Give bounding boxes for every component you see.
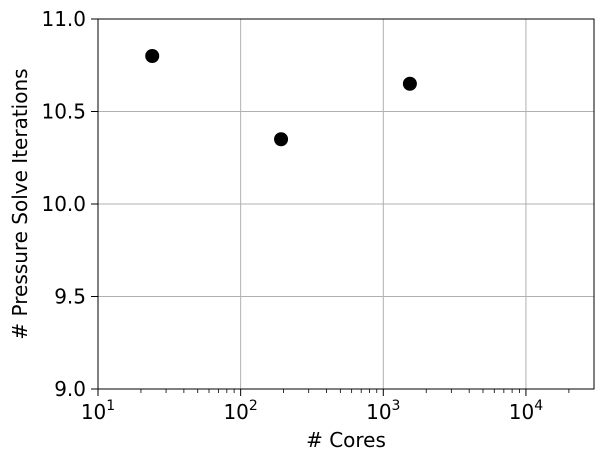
y-tick-label: 11.0 (41, 7, 86, 31)
y-tick-label: 10.5 (41, 100, 86, 124)
axis-ticks (91, 18, 570, 396)
y-tick-label: 10.0 (41, 192, 86, 216)
x-tick-label: 104 (509, 398, 543, 424)
x-tick-labels: 101 102 103 104 (81, 398, 543, 424)
data-point (145, 49, 160, 63)
y-tick-labels: 9.0 9.5 10.0 10.5 11.0 (41, 7, 86, 401)
x-axis-label: # Cores (306, 428, 386, 452)
data-point (402, 76, 417, 91)
grid-lines (98, 19, 594, 389)
x-tick-label: 102 (223, 398, 257, 424)
y-tick-label: 9.5 (54, 285, 86, 309)
x-tick-label: 101 (81, 398, 115, 424)
data-points (145, 49, 417, 147)
y-axis-label: # Pressure Solve Iterations (8, 68, 32, 339)
x-tick-label: 103 (366, 398, 400, 424)
data-point (274, 132, 289, 147)
y-tick-label: 9.0 (54, 377, 86, 401)
